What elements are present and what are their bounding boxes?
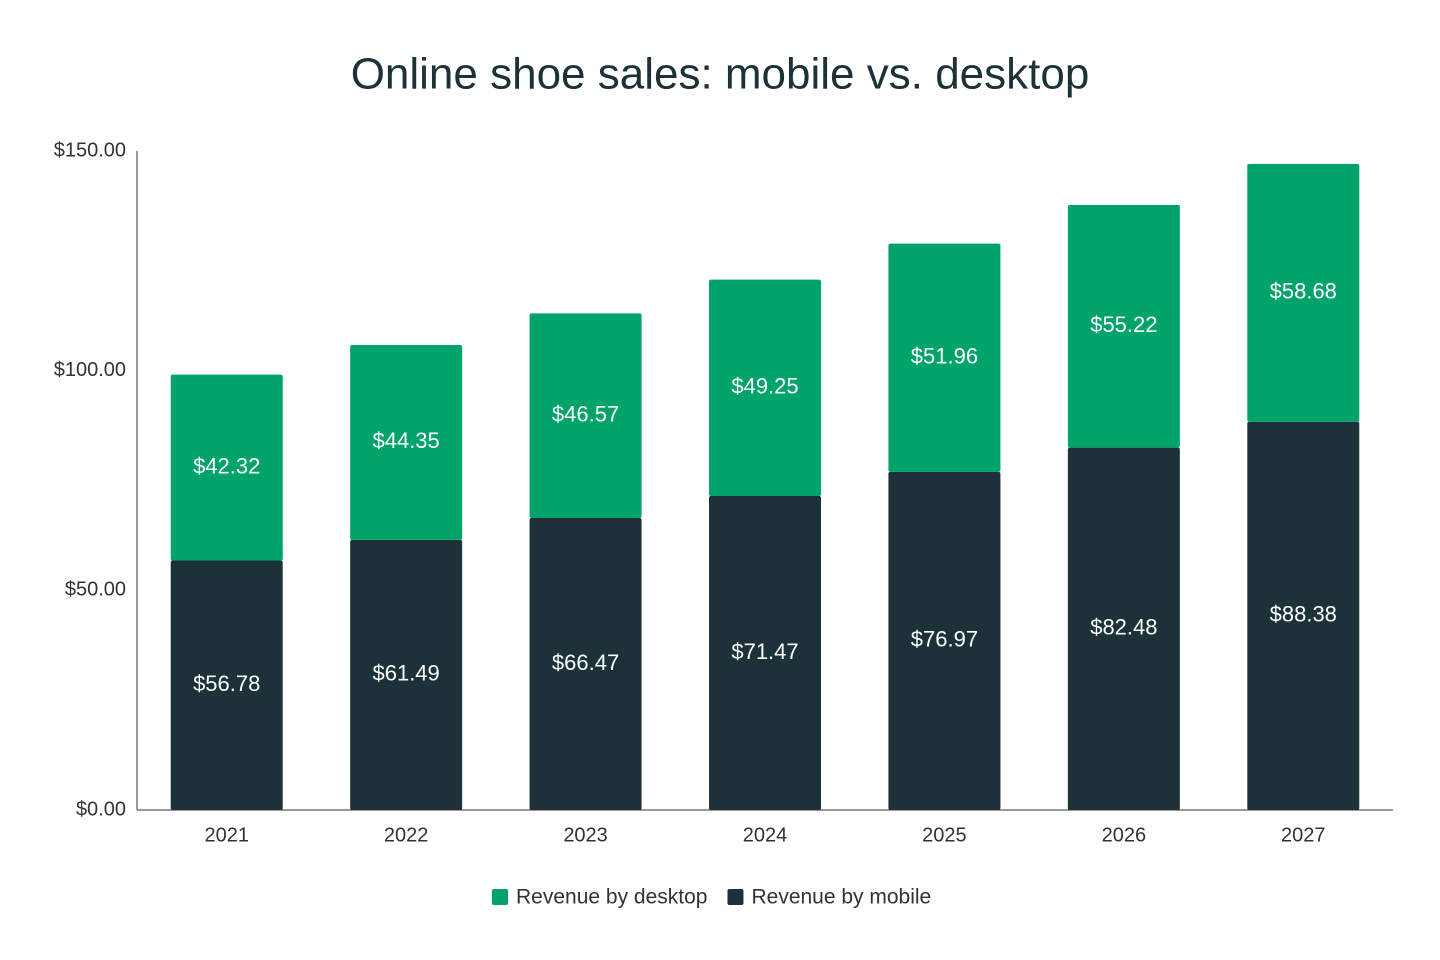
data-label: $55.22	[1090, 312, 1157, 337]
x-tick-label: 2026	[1102, 824, 1147, 846]
data-label: $76.97	[911, 627, 978, 652]
data-label: $66.47	[552, 650, 619, 675]
bar-segment	[888, 471, 1001, 810]
bar-segment	[170, 560, 283, 810]
bar-segment	[529, 517, 642, 810]
bar-segment	[350, 345, 463, 540]
x-tick-label: 2025	[922, 824, 967, 846]
bar-segment	[529, 313, 642, 518]
x-tick-label: 2021	[204, 824, 249, 846]
legend-label: Revenue by mobile	[751, 886, 931, 909]
data-label: $51.96	[911, 344, 978, 369]
x-tick-label: 2022	[384, 824, 429, 846]
data-label: $58.68	[1270, 279, 1337, 304]
bar-segment	[709, 279, 821, 497]
data-label: $56.78	[193, 671, 260, 696]
x-tick-label: 2027	[1281, 824, 1326, 846]
y-tick-label: $150.00	[54, 139, 126, 161]
y-tick-label: $0.00	[76, 798, 126, 820]
bar-segment	[709, 496, 821, 810]
legend-swatch	[727, 889, 744, 905]
data-label: $42.32	[193, 453, 260, 478]
x-tick-label: 2024	[743, 824, 788, 846]
data-label: $82.48	[1090, 615, 1157, 640]
data-label: $61.49	[372, 661, 439, 686]
y-tick-label: $50.00	[65, 579, 126, 601]
x-tick-label: 2023	[563, 824, 608, 846]
chart-title: Online shoe sales: mobile vs. desktop	[351, 50, 1090, 99]
data-label: $44.35	[372, 428, 439, 453]
legend-label: Revenue by desktop	[516, 886, 707, 909]
bar-segment	[1067, 447, 1180, 810]
bar-segment	[170, 374, 283, 561]
legend-swatch	[492, 889, 508, 905]
data-label: $88.38	[1270, 602, 1337, 627]
bar-segment	[350, 539, 463, 810]
data-label: $49.25	[731, 374, 798, 399]
data-label: $46.57	[552, 401, 619, 426]
bar-segment	[888, 243, 1001, 472]
bar-segment	[1067, 205, 1180, 448]
y-tick-label: $100.00	[54, 359, 126, 381]
bar-segment	[1247, 163, 1360, 422]
bar-segment	[1247, 421, 1360, 810]
data-label: $71.47	[731, 639, 798, 664]
